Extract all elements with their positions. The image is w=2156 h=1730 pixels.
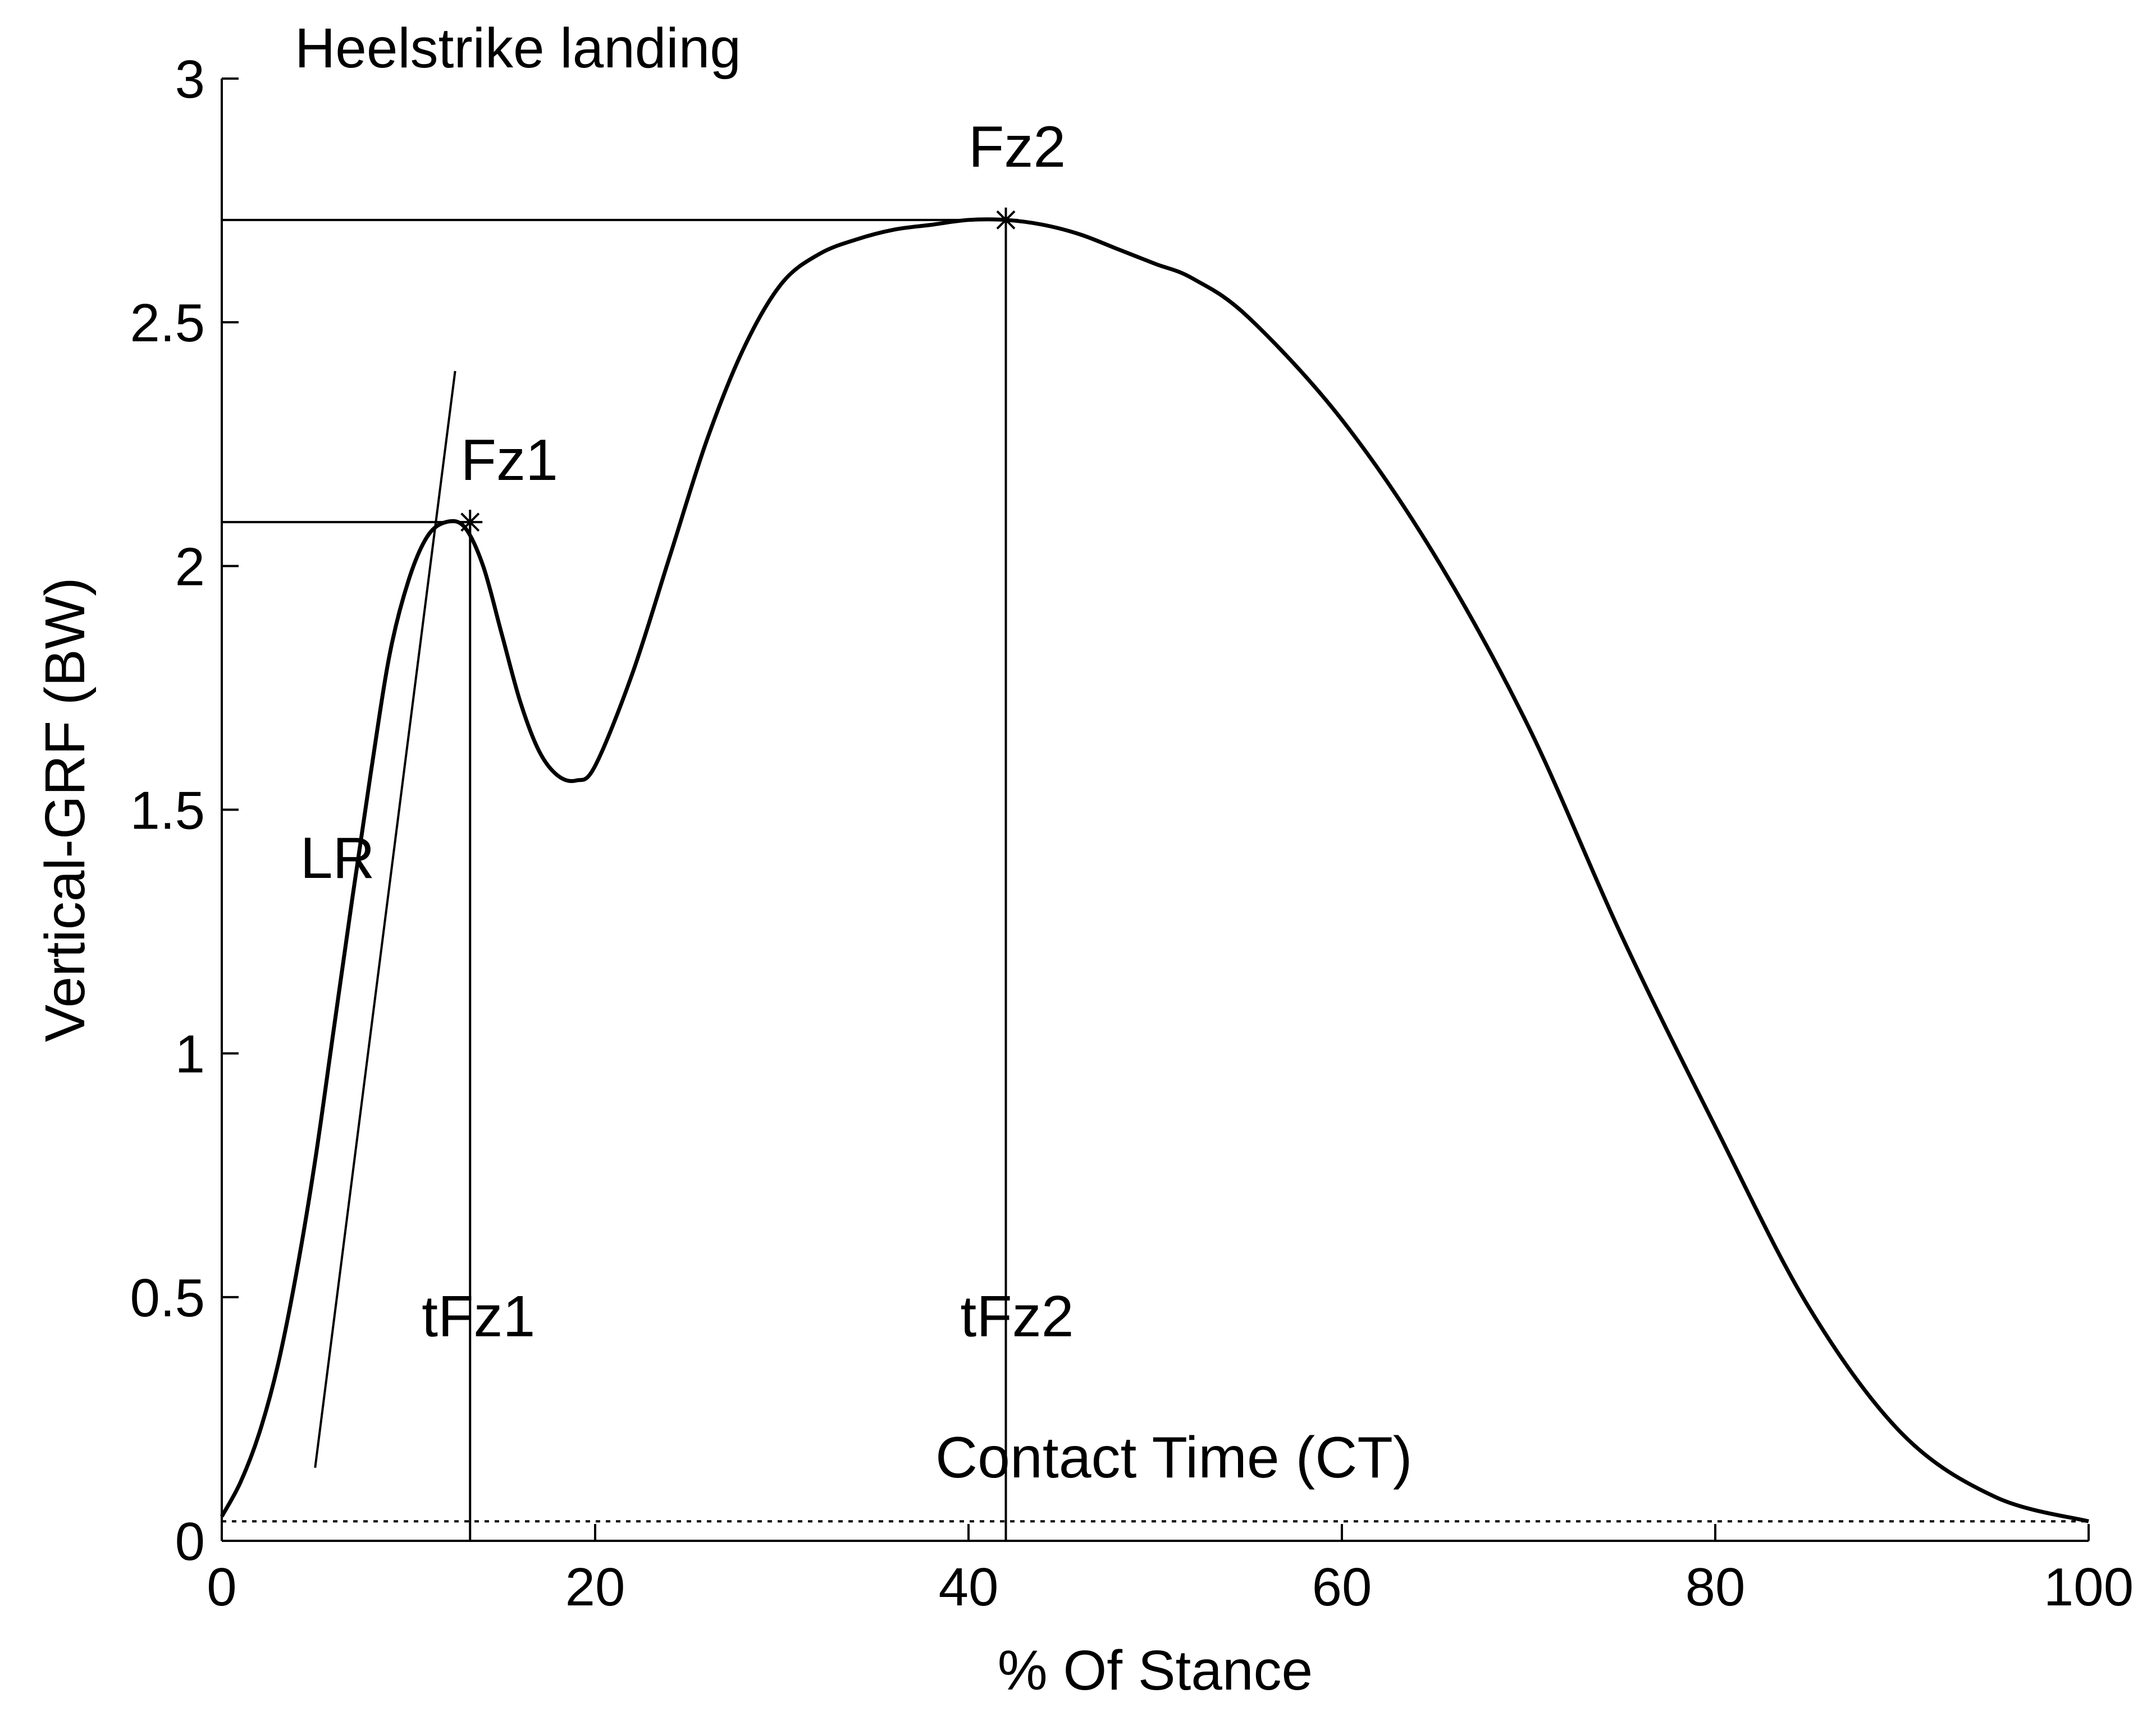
loading-rate-label: LR — [300, 826, 375, 891]
x-tick-label: 20 — [565, 1557, 625, 1617]
peak-1-marker — [458, 510, 483, 535]
y-tick-label: 2.5 — [130, 293, 205, 353]
y-axis-label: Vertical-GRF (BW) — [34, 578, 97, 1042]
y-tick-label: 0.5 — [130, 1268, 205, 1328]
y-tick-label: 0 — [175, 1512, 205, 1572]
fz1-label: Fz1 — [461, 428, 558, 493]
annotations — [458, 207, 1018, 535]
grf-curve — [220, 217, 2089, 1523]
axes: 0 20 40 60 80 100 0 0.5 1 1.5 2 2.5 3 — [130, 49, 2134, 1617]
x-tick-label: 40 — [939, 1557, 999, 1617]
loading-rate-line — [314, 370, 456, 1468]
contact-time-label: Contact Time (CT) — [935, 1425, 1412, 1490]
y-tick-label: 2 — [175, 537, 205, 597]
tfz2-label: tFz2 — [960, 1284, 1074, 1349]
peak-2-marker — [993, 207, 1018, 232]
series-layer — [220, 217, 2089, 1523]
x-axis-label: % Of Stance — [998, 1639, 1313, 1702]
x-tick-label: 80 — [1685, 1557, 1746, 1617]
y-tick-label: 3 — [175, 49, 205, 109]
x-tick-label: 0 — [207, 1557, 236, 1617]
x-tick-label: 100 — [2044, 1557, 2134, 1617]
tfz1-label: tFz1 — [422, 1284, 535, 1349]
x-tick-label: 60 — [1312, 1557, 1372, 1617]
peak-guides — [222, 218, 1007, 1541]
fz2-label: Fz2 — [969, 115, 1066, 180]
y-tick-label: 1.5 — [130, 781, 205, 841]
y-tick-label: 1 — [175, 1024, 205, 1084]
chart-title: Heelstrike landing — [295, 17, 741, 80]
